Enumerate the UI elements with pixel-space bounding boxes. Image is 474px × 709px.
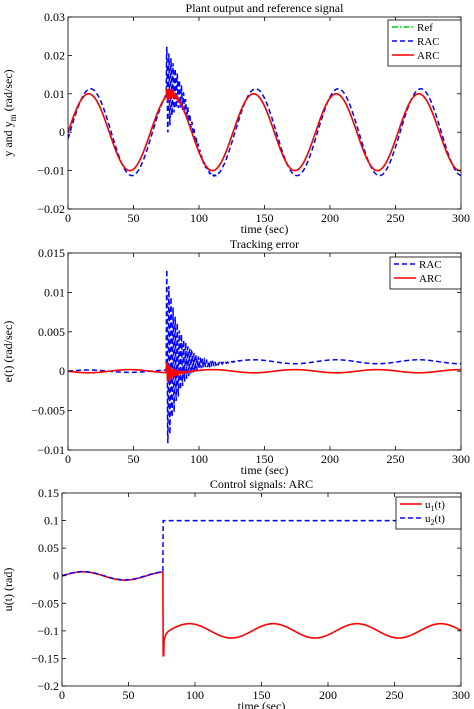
y-tick-label: 0.02 — [44, 48, 65, 62]
legend-label-name: u — [425, 499, 431, 511]
x-tick-label: 250 — [387, 452, 405, 466]
x-tick-label: 150 — [256, 211, 274, 225]
x-tick-label: 100 — [186, 688, 204, 702]
x-tick-label: 150 — [253, 688, 271, 702]
series-line-arc — [68, 88, 461, 172]
y-axis-label: u(t) (rad) — [1, 568, 15, 612]
legend: RAC ARC — [389, 256, 462, 290]
y-tick-label: 0.015 — [38, 246, 65, 260]
x-tick-label: 100 — [190, 211, 208, 225]
legend-label-name: RAC — [417, 36, 440, 48]
x-tick-label: 0 — [65, 211, 71, 225]
y-axis-label-main: u(t) (rad) — [1, 568, 15, 612]
series-line-u1 — [62, 571, 461, 657]
chart-title: Control signals: ARC — [210, 477, 313, 491]
y-tick-label: 0.03 — [44, 10, 65, 24]
y-tick-label: −0.15 — [31, 651, 59, 665]
y-tick-label: −0.02 — [37, 202, 65, 216]
legend-box — [395, 496, 462, 530]
x-tick-label: 50 — [128, 452, 140, 466]
legend-label-name: ARC — [419, 273, 442, 285]
y-tick-label: 0.1 — [44, 514, 59, 528]
x-tick-label: 100 — [190, 452, 208, 466]
x-tick-label: 200 — [319, 688, 337, 702]
x-tick-label: 300 — [452, 688, 470, 702]
chart-title: Tracking error — [230, 237, 299, 251]
legend-label-name: ARC — [417, 50, 440, 62]
y-tick-label: 0.005 — [38, 325, 65, 339]
legend-label: ARC — [417, 50, 440, 62]
chart-control-signals: Control signals: ARC 0 50 100 150 200 250 300 −0… — [1, 477, 470, 709]
y-tick-label: 0.01 — [44, 285, 65, 299]
y-axis-label: y and ym (rad/sec) — [1, 69, 18, 156]
x-tick-label: 200 — [321, 452, 339, 466]
legend-label: Ref — [417, 22, 433, 34]
y-axis-label-main: y and y — [1, 121, 15, 156]
series-line-arc — [68, 361, 461, 384]
legend-label: ARC — [419, 273, 442, 285]
x-tick-label: 150 — [256, 452, 274, 466]
y-tick-label: −0.2 — [37, 679, 59, 693]
legend-label: u1(t) — [425, 499, 445, 513]
legend-label-suffix: (t) — [435, 513, 446, 525]
y-tick-label: −0.005 — [31, 404, 65, 418]
legend-label: RAC — [417, 36, 440, 48]
legend-label-sub: 2 — [431, 518, 435, 527]
legend: u1(t)u2(t) — [395, 496, 462, 530]
legend-label-name: u — [425, 513, 431, 525]
y-axis-label-main: e(t) (rad/sec) — [1, 321, 15, 383]
legend-label-sub: 1 — [431, 504, 435, 513]
y-tick-label: 0 — [59, 364, 65, 378]
chart-tracking-error: Tracking error 0 50 100 150 200 250 300 −0.01 −0.… — [1, 237, 470, 477]
x-axis-label: time (sec) — [238, 699, 286, 709]
legend-label: u2(t) — [425, 513, 445, 527]
x-tick-label: 300 — [452, 452, 470, 466]
series-line-rac — [68, 269, 461, 444]
legend-label: RAC — [419, 259, 442, 271]
x-tick-label: 50 — [123, 688, 135, 702]
x-tick-label: 50 — [128, 211, 140, 225]
legend-box — [389, 256, 462, 290]
x-tick-label: 0 — [65, 452, 71, 466]
chart-plant-output: Plant output and reference signal 0 50 100 1… — [1, 1, 470, 236]
x-tick-label: 200 — [321, 211, 339, 225]
series-line-u2 — [62, 519, 461, 581]
legend-label-name: Ref — [417, 22, 433, 34]
x-tick-label: 0 — [59, 688, 65, 702]
legend-label-name: RAC — [419, 259, 442, 271]
y-tick-label: −0.01 — [37, 164, 65, 178]
x-axis-label: time (sec) — [241, 222, 289, 236]
y-tick-label: 0.01 — [44, 87, 65, 101]
y-axis-label-sub: m — [8, 114, 18, 121]
legend: Ref RAC ARC — [387, 19, 462, 67]
x-axis-label: time (sec) — [241, 463, 289, 477]
chart-title: Plant output and reference signal — [186, 1, 345, 15]
y-tick-label: −0.1 — [37, 624, 59, 638]
series-line-rac — [68, 46, 461, 177]
y-tick-label: −0.05 — [31, 596, 59, 610]
x-tick-label: 250 — [387, 211, 405, 225]
y-axis-label-unit: (rad/sec) — [1, 69, 15, 114]
x-tick-label: 300 — [452, 211, 470, 225]
x-tick-label: 250 — [386, 688, 404, 702]
y-tick-label: 0 — [59, 125, 65, 139]
y-axis-label: e(t) (rad/sec) — [1, 321, 15, 383]
y-tick-label: −0.01 — [37, 443, 65, 457]
y-tick-label: 0 — [53, 569, 59, 583]
y-tick-label: 0.15 — [38, 486, 59, 500]
legend-label-suffix: (t) — [435, 499, 446, 511]
y-tick-label: 0.05 — [38, 541, 59, 555]
